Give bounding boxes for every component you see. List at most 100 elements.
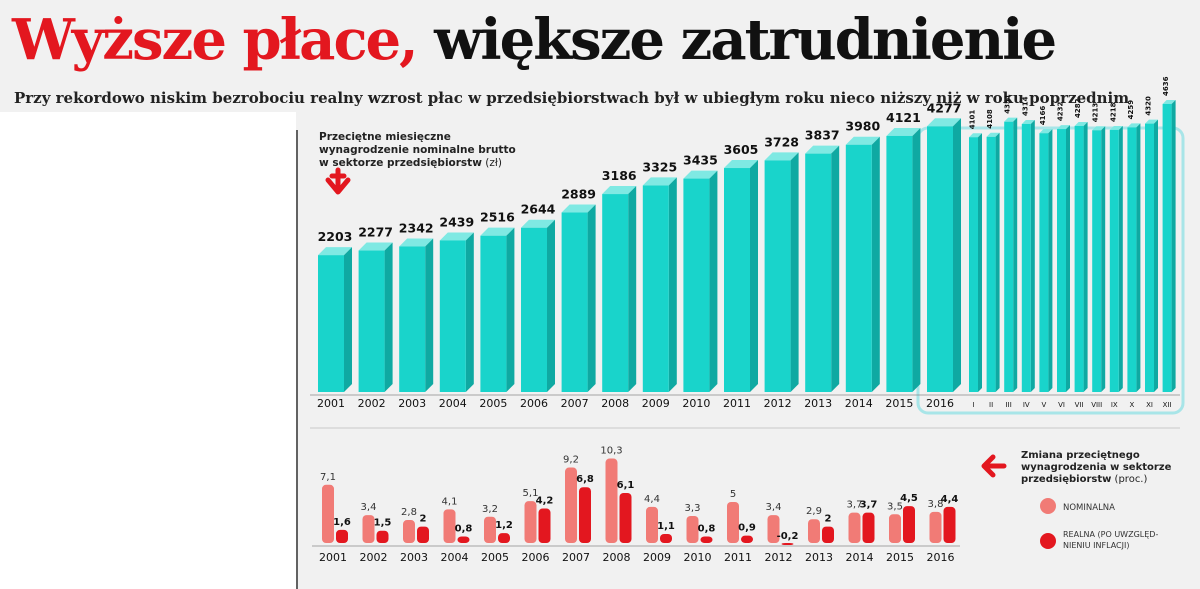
bar-value-label: 4277	[927, 100, 962, 115]
bar-2010	[683, 170, 718, 392]
bar-value-label: 3,8	[928, 499, 944, 510]
x-tick-label: 2013	[805, 551, 833, 564]
real-bar-2004	[457, 536, 470, 543]
month-bar-IX	[1109, 125, 1123, 393]
bar-body	[498, 533, 510, 543]
bar-2006	[521, 219, 555, 392]
bar-value-label: 3186	[602, 168, 637, 183]
month-tick-label: IX	[1111, 401, 1118, 409]
bar-body	[538, 508, 551, 543]
bar-value-label: 0,9	[738, 523, 756, 534]
x-tick-label: 2009	[643, 551, 671, 564]
bar-2004	[439, 232, 474, 392]
x-tick-label: 2015	[886, 551, 914, 564]
x-tick-label: 2006	[520, 397, 548, 410]
real-bar-2014	[862, 512, 875, 543]
bar-value-label: 3435	[683, 153, 718, 168]
bar-value-label: 1,1	[657, 521, 675, 532]
bar-value-label: 2,8	[401, 507, 417, 518]
month-tick-label: VIII	[1091, 401, 1102, 409]
bar-top-face	[683, 170, 718, 179]
bar-side-face	[1118, 125, 1123, 393]
x-tick-label: 2012	[764, 397, 792, 410]
bar-value-label: 3325	[642, 159, 677, 174]
bar-top-face	[439, 232, 474, 241]
month-bar-II	[986, 132, 1000, 392]
bar-side-face	[978, 133, 982, 392]
x-tick-label: 2008	[603, 551, 631, 564]
bar-side-face	[1136, 123, 1141, 392]
x-tick-label: 2010	[684, 551, 712, 564]
title-black-part: większe zatrudnienie	[434, 7, 1057, 73]
month-tick-label: I	[972, 401, 974, 409]
bar-side-face	[1083, 121, 1088, 392]
bar-front-face	[1057, 129, 1066, 392]
bar-front-face	[986, 136, 996, 392]
nominal-bar-2015	[889, 514, 901, 543]
bar-front-face	[805, 153, 832, 392]
nominal-bar-2003	[403, 520, 415, 543]
bar-top-face	[1127, 123, 1141, 128]
bar-body	[700, 536, 713, 543]
bottom-chart-unit: (proc.)	[1111, 474, 1147, 485]
real-bar-2011	[741, 535, 753, 543]
bar-body	[848, 512, 861, 543]
bar-value-label: 2516	[480, 210, 515, 225]
bar-value-label: 3,7	[860, 500, 878, 511]
bar-body	[686, 515, 699, 543]
legend-real-dot	[1040, 533, 1056, 549]
bar-value-label: 2277	[358, 225, 393, 240]
x-tick-label: 2002	[358, 397, 386, 410]
bar-top-face	[1021, 119, 1035, 124]
bar-side-face	[587, 204, 596, 392]
bar-body	[336, 529, 348, 543]
x-tick-label: 2004	[441, 551, 469, 564]
bar-value-label: 1,5	[374, 518, 392, 529]
month-tick-label: VI	[1058, 401, 1065, 409]
bar-value-label: 2,9	[806, 506, 822, 517]
month-bar-VIII	[1092, 126, 1106, 393]
bar-side-face	[425, 238, 434, 392]
bar-value-label: 3605	[724, 142, 759, 157]
bar-body	[767, 515, 780, 543]
bar-front-face	[1004, 121, 1014, 392]
bar-value-label: 4,2	[536, 496, 554, 507]
bar-side-face	[1101, 126, 1106, 393]
x-tick-label: 2002	[360, 551, 388, 564]
left-blank-panel	[0, 112, 296, 589]
bar-front-face	[1074, 125, 1084, 392]
x-tick-label: 2016	[926, 397, 954, 410]
bar-value-label: 10,3	[600, 446, 622, 457]
bar-top-face	[1145, 119, 1158, 124]
real-bar-2010	[700, 536, 713, 543]
month-tick-label: X	[1130, 401, 1135, 409]
bar-side-face	[344, 247, 352, 392]
bar-side-face	[1171, 99, 1176, 393]
bar-value-label: 4,5	[900, 493, 918, 504]
month-value-label: 4314	[1021, 96, 1029, 116]
bar-side-face	[1154, 119, 1158, 392]
bar-value-label: 2342	[399, 220, 434, 235]
bar-side-face	[465, 232, 474, 392]
bar-top-face	[927, 118, 961, 127]
bar-front-face	[724, 168, 750, 392]
bar-value-label: -0,2	[777, 531, 799, 542]
bar-value-label: 0,8	[698, 523, 716, 534]
bar-top-face	[969, 133, 982, 138]
bar-body	[443, 509, 456, 543]
bar-2012	[764, 152, 799, 392]
bar-front-face	[764, 160, 791, 392]
bar-body	[619, 492, 632, 543]
bar-front-face	[1145, 123, 1154, 392]
bar-front-face	[683, 178, 710, 392]
real-bar-2008	[619, 492, 632, 543]
bar-value-label: 3728	[764, 134, 799, 149]
nominal-bar-2010	[686, 515, 699, 543]
real-bar-2001	[336, 529, 348, 543]
chart-title: Wyższe płace, większe zatrudnienie	[12, 4, 1057, 76]
bar-body	[660, 533, 672, 543]
bar-body	[862, 512, 875, 543]
bar-side-face	[953, 118, 961, 392]
nominal-bar-2001	[322, 484, 334, 543]
x-tick-label: 2007	[561, 397, 589, 410]
